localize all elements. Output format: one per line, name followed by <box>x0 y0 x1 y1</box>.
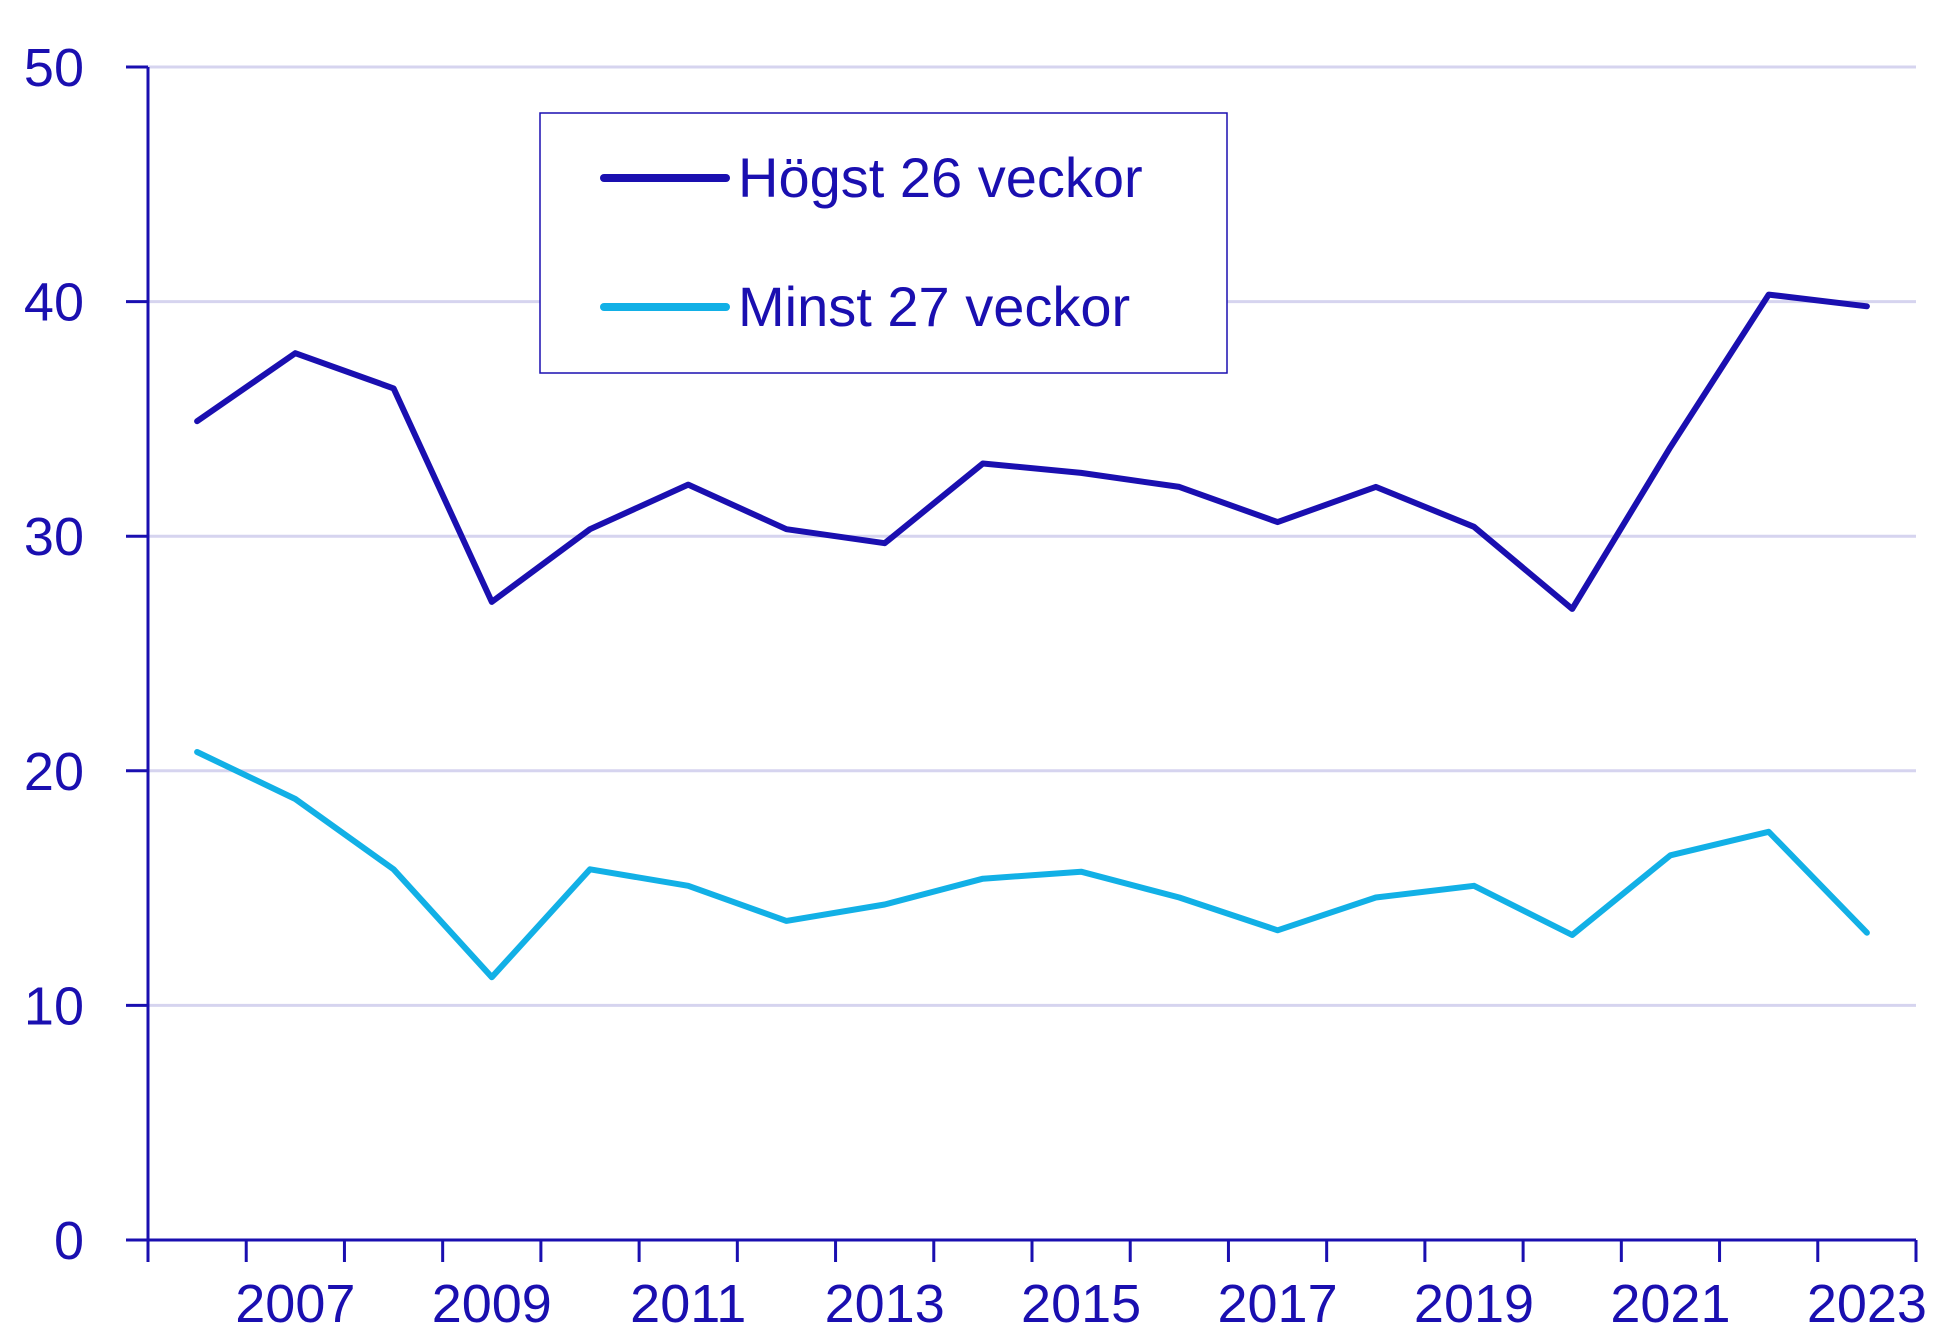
gridlines <box>148 65 1916 1007</box>
axes: 0 10 20 30 40 50 2007 2009 2011 2013 2015 2017 2019 2… <box>24 38 1927 1334</box>
series-line-1 <box>194 749 1870 981</box>
x-tick-label-2009: 2009 <box>432 1274 552 1334</box>
x-tick-label-2013: 2013 <box>825 1274 945 1334</box>
x-tick-label-2021: 2021 <box>1610 1274 1730 1334</box>
x-tick-label-2007: 2007 <box>235 1274 355 1334</box>
x-tick-label-2011: 2011 <box>630 1274 746 1334</box>
x-tick-label-2023: 2023 <box>1807 1274 1927 1334</box>
x-tick-label-2017: 2017 <box>1217 1274 1337 1334</box>
legend-box <box>539 112 1228 374</box>
y-tick-label-10: 10 <box>24 976 84 1036</box>
series-lines <box>194 291 1870 981</box>
legend: Högst 26 veckor Minst 27 veckor <box>539 112 1228 374</box>
x-tick-label-2019: 2019 <box>1414 1274 1534 1334</box>
legend-label-hogst: Högst 26 veckor <box>738 146 1143 209</box>
y-tick-label-50: 50 <box>24 38 84 98</box>
y-tick-label-30: 30 <box>24 507 84 567</box>
y-tick-label-0: 0 <box>54 1211 84 1271</box>
legend-label-minst: Minst 27 veckor <box>738 275 1130 338</box>
y-tick-label-20: 20 <box>24 742 84 802</box>
y-tick-label-40: 40 <box>24 273 84 333</box>
series-line-0 <box>194 291 1870 612</box>
x-tick-label-2015: 2015 <box>1021 1274 1141 1334</box>
